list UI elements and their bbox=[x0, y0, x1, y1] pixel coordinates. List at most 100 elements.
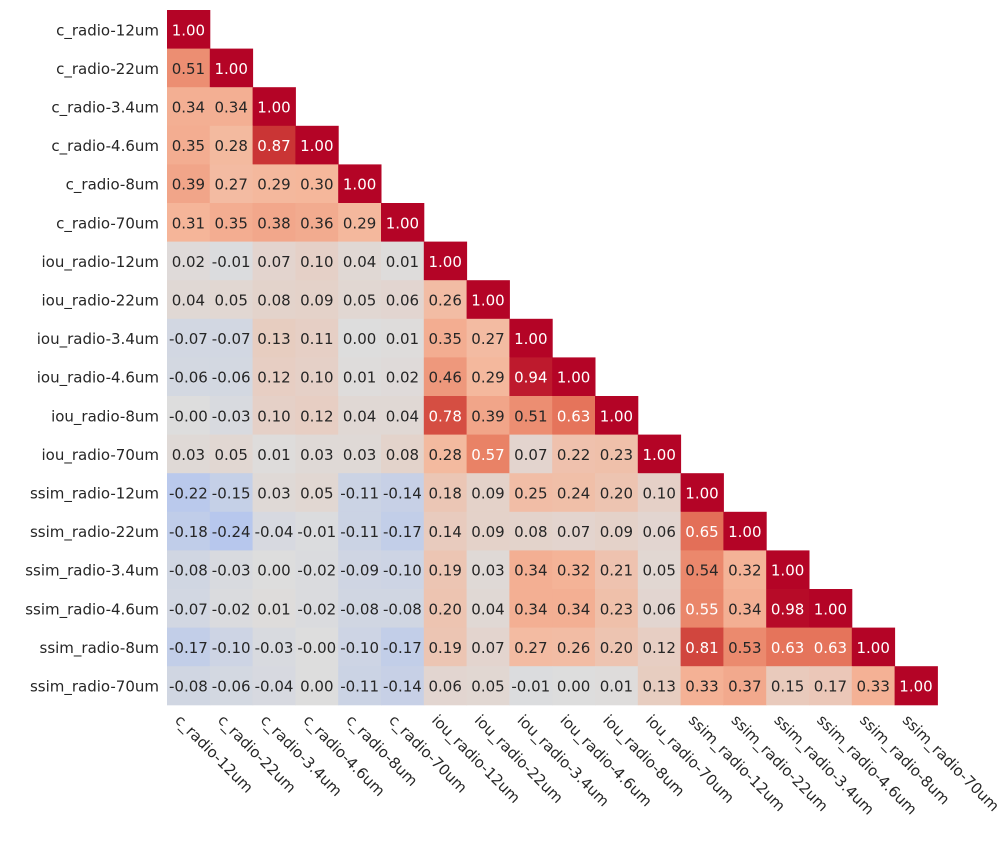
row-tick-label: c_radio-3.4um bbox=[51, 99, 159, 118]
heatmap-cell bbox=[338, 396, 382, 436]
cell-value-label: 0.06 bbox=[428, 678, 461, 696]
heatmap-cell bbox=[509, 434, 553, 474]
cell-value-label: 0.20 bbox=[600, 639, 633, 657]
cell-value-label: 1.00 bbox=[257, 99, 290, 117]
cell-value-label: -0.06 bbox=[212, 369, 251, 387]
heatmap-cell bbox=[851, 627, 896, 667]
heatmap-cell bbox=[167, 434, 211, 474]
heatmap-cell bbox=[381, 511, 425, 551]
cell-value-label: 0.08 bbox=[386, 446, 419, 464]
heatmap-cell bbox=[723, 627, 767, 667]
cell-value-label: 0.04 bbox=[172, 292, 205, 310]
heatmap-cell bbox=[423, 280, 468, 320]
cell-value-label: 0.34 bbox=[728, 600, 761, 618]
heatmap-cell bbox=[252, 164, 296, 204]
heatmap-cell bbox=[338, 550, 382, 590]
cell-value-label: 0.30 bbox=[300, 176, 333, 194]
cell-value-label: 0.37 bbox=[728, 678, 761, 696]
cell-value-label: 1.00 bbox=[514, 330, 547, 348]
heatmap-cell bbox=[338, 357, 382, 397]
heatmap-cell bbox=[167, 203, 211, 243]
cell-value-label: -0.06 bbox=[212, 678, 251, 696]
cell-value-label: 1.00 bbox=[300, 137, 333, 155]
cell-value-label: -0.10 bbox=[383, 562, 422, 580]
heatmap-cell bbox=[637, 550, 682, 590]
heatmap-cell bbox=[509, 396, 553, 436]
heatmap-cell bbox=[723, 511, 767, 551]
heatmap-cell bbox=[595, 396, 639, 436]
row-tick-label: ssim_radio-12um bbox=[30, 485, 159, 504]
cell-value-label: -0.09 bbox=[340, 562, 379, 580]
cell-value-label: 0.34 bbox=[514, 600, 547, 618]
heatmap-cell bbox=[423, 511, 468, 551]
cell-value-label: 0.01 bbox=[257, 600, 290, 618]
cell-value-label: 1.00 bbox=[428, 253, 461, 271]
cell-value-label: 0.09 bbox=[600, 523, 633, 541]
heatmap-cell bbox=[423, 357, 468, 397]
heatmap-cell bbox=[209, 280, 254, 320]
cell-value-label: 0.20 bbox=[600, 485, 633, 503]
heatmap-cell bbox=[167, 627, 211, 667]
cell-value-label: 0.32 bbox=[557, 562, 590, 580]
heatmap-cell bbox=[509, 627, 553, 667]
cell-value-label: 0.23 bbox=[600, 446, 633, 464]
cell-value-label: 0.01 bbox=[600, 678, 633, 696]
cell-value-label: 0.19 bbox=[428, 639, 461, 657]
heatmap-cell bbox=[595, 473, 639, 513]
cell-value-label: -0.07 bbox=[212, 330, 251, 348]
heatmap-cell bbox=[209, 550, 254, 590]
heatmap-cell bbox=[381, 550, 425, 590]
heatmap-cell bbox=[252, 357, 296, 397]
heatmap-cell bbox=[295, 318, 339, 358]
heatmap-cell bbox=[209, 627, 254, 667]
cell-value-label: -0.14 bbox=[383, 485, 422, 503]
heatmap-cell bbox=[381, 627, 425, 667]
heatmap-cell bbox=[209, 164, 254, 204]
heatmap-cell bbox=[295, 241, 339, 281]
heatmap-cell bbox=[381, 203, 425, 243]
heatmap-cell bbox=[209, 357, 254, 397]
heatmap-cell bbox=[595, 589, 639, 629]
heatmap-cell bbox=[252, 203, 296, 243]
cell-value-label: 0.28 bbox=[428, 446, 461, 464]
heatmap-cell bbox=[766, 550, 810, 590]
cell-value-label: 0.46 bbox=[428, 369, 461, 387]
cell-value-label: -0.07 bbox=[169, 600, 208, 618]
heatmap-cell bbox=[637, 473, 682, 513]
cell-value-label: 0.57 bbox=[471, 446, 504, 464]
cell-value-label: -0.14 bbox=[383, 678, 422, 696]
cell-value-label: 0.09 bbox=[471, 523, 504, 541]
heatmap-cell bbox=[167, 48, 211, 88]
cell-value-label: -0.02 bbox=[212, 600, 251, 618]
cell-value-label: 0.34 bbox=[172, 99, 205, 117]
heatmap-cell bbox=[423, 434, 468, 474]
row-tick-label: ssim_radio-3.4um bbox=[25, 562, 159, 581]
cell-value-label: 0.05 bbox=[214, 292, 247, 310]
cell-value-label: 0.54 bbox=[685, 562, 718, 580]
heatmap-cell bbox=[167, 241, 211, 281]
cell-value-label: 0.03 bbox=[471, 562, 504, 580]
heatmap-cell bbox=[295, 511, 339, 551]
cell-value-label: 0.06 bbox=[386, 292, 419, 310]
heatmap-cell bbox=[680, 666, 724, 706]
cell-value-label: 0.26 bbox=[428, 292, 461, 310]
cell-value-label: 1.00 bbox=[214, 60, 247, 78]
cell-value-label: 0.20 bbox=[428, 600, 461, 618]
heatmap-cell bbox=[723, 550, 767, 590]
cell-value-label: -0.06 bbox=[169, 369, 208, 387]
heatmap-cell bbox=[252, 241, 296, 281]
heatmap-cell bbox=[680, 511, 724, 551]
heatmap-cell bbox=[167, 550, 211, 590]
cell-value-label: 0.27 bbox=[214, 176, 247, 194]
heatmap-cell bbox=[423, 589, 468, 629]
heatmap-cell bbox=[466, 589, 510, 629]
row-tick-label: iou_radio-70um bbox=[42, 446, 159, 465]
cell-value-label: 0.25 bbox=[514, 485, 547, 503]
heatmap-cell bbox=[295, 357, 339, 397]
heatmap-cell bbox=[381, 241, 425, 281]
heatmap-cell bbox=[252, 627, 296, 667]
heatmap-cell bbox=[552, 434, 596, 474]
heatmap-cell bbox=[167, 164, 211, 204]
heatmap-cell bbox=[381, 396, 425, 436]
cell-value-label: 0.63 bbox=[557, 407, 590, 425]
